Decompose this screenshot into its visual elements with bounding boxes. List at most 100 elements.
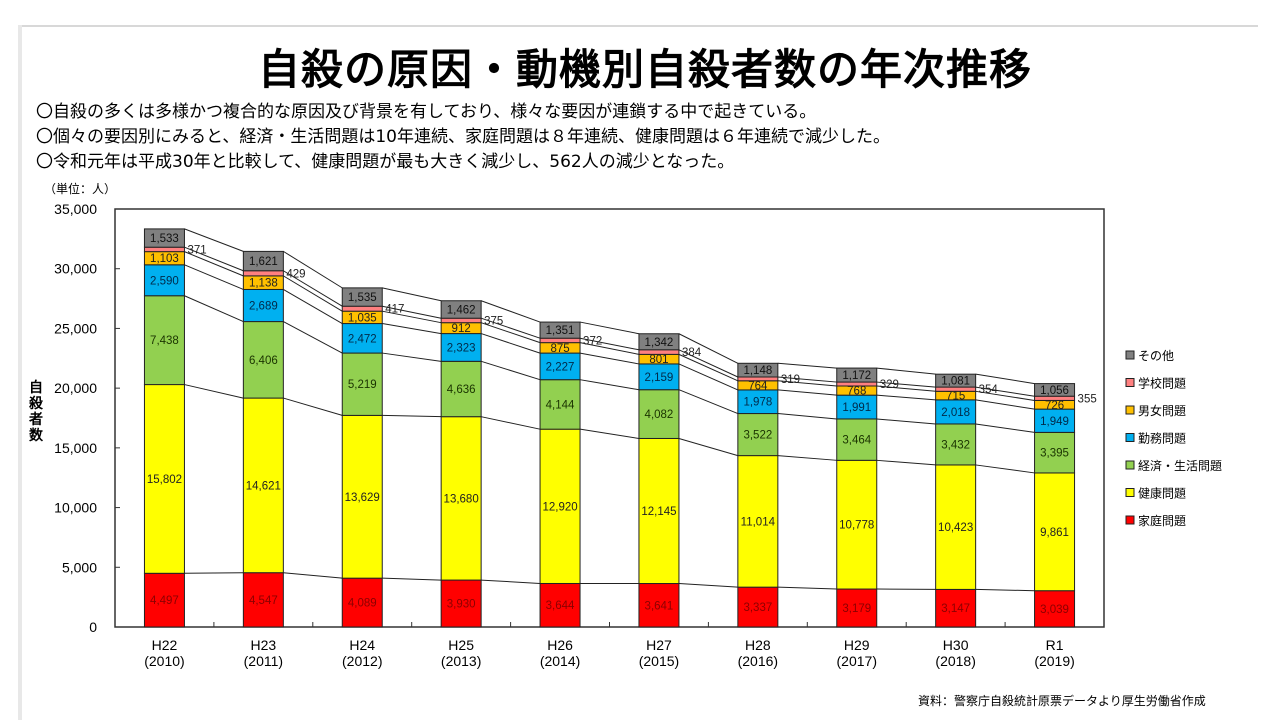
bar-segment xyxy=(935,373,977,388)
bar-value-label: 2,227 xyxy=(546,361,575,373)
legend-swatch xyxy=(1125,515,1135,525)
bar-segment xyxy=(341,414,383,579)
bullet-point: 〇個々の要因別にみると、経済・生活問題は10年連続、家庭問題は８年連続、健康問題… xyxy=(36,127,890,147)
bar-value-label: 726 xyxy=(1045,400,1064,412)
x-tick-label-year: (2015) xyxy=(639,653,679,669)
source-note: 資料：警察庁自殺統計原票データより厚生労働省作成 xyxy=(918,694,1206,708)
bar-value-label: 384 xyxy=(682,347,702,359)
bar-segment xyxy=(638,389,680,439)
bar-segment xyxy=(341,352,383,416)
series-connector-line xyxy=(184,572,244,574)
x-tick-label: H23 xyxy=(251,637,277,653)
series-connector-line xyxy=(184,264,244,290)
bar-segment xyxy=(836,367,878,383)
series-connector-line xyxy=(283,275,343,312)
series-connector-line xyxy=(579,379,640,391)
bar-segment xyxy=(440,333,482,362)
x-tick-label: H28 xyxy=(745,637,771,653)
bar-value-label: 1,103 xyxy=(150,253,179,265)
y-tick-label: 0 xyxy=(89,619,97,635)
bar-value-label: 4,082 xyxy=(645,409,674,421)
bar-value-label: 4,144 xyxy=(546,399,575,411)
bar-segment xyxy=(539,582,581,628)
x-tick-label-year: (2018) xyxy=(935,653,975,669)
legend-swatch xyxy=(1125,433,1135,442)
series-connector-line xyxy=(678,583,738,588)
bar-value-label: 355 xyxy=(1078,393,1097,405)
series-connector-line xyxy=(283,270,343,307)
bar-value-label: 9,861 xyxy=(1040,527,1069,539)
series-connector-line xyxy=(876,418,936,425)
bar-value-label: 12,145 xyxy=(641,506,676,518)
series-connector-line xyxy=(876,394,936,401)
bar-value-label: 319 xyxy=(781,374,800,386)
x-tick-label: H27 xyxy=(646,637,672,653)
bar-value-label: 1,949 xyxy=(1040,416,1069,428)
bar-value-label: 14,621 xyxy=(246,480,281,492)
bar-segment xyxy=(737,362,779,378)
bar-value-label: 3,522 xyxy=(743,430,772,442)
x-tick-label-year: (2014) xyxy=(540,653,580,669)
series-connector-line xyxy=(283,572,343,579)
bar-segment xyxy=(935,399,977,425)
bar-value-label: 12,920 xyxy=(542,501,577,513)
bar-value-label: 1,621 xyxy=(249,256,278,268)
legend-label: 勤務問題 xyxy=(1138,432,1186,446)
bar-segment xyxy=(242,321,284,399)
bar-segment xyxy=(935,464,977,590)
series-connector-line xyxy=(382,414,442,418)
series-connector-line xyxy=(579,428,640,439)
bar-value-label: 4,636 xyxy=(447,384,476,396)
bar-segment xyxy=(143,228,185,248)
series-connector-line xyxy=(678,363,739,391)
legend-label: 学校問題 xyxy=(1138,376,1186,391)
bar-value-label: 329 xyxy=(880,379,899,391)
series-connector-line xyxy=(678,389,739,415)
bar-value-label: 3,644 xyxy=(546,600,575,612)
series-connector-line xyxy=(481,360,541,381)
series-connector-line xyxy=(283,397,343,416)
bar-value-label: 1,148 xyxy=(743,365,772,377)
page-title: 自殺の原因・動機別自殺者数の年次推移 xyxy=(257,45,1032,94)
bar-value-label: 371 xyxy=(187,244,206,256)
bar-value-label: 11,014 xyxy=(741,516,776,528)
bar-value-label: 4,547 xyxy=(249,595,278,607)
series-connector-line xyxy=(283,250,343,289)
series-connector-line xyxy=(184,251,244,277)
bar-segment xyxy=(143,264,185,297)
bar-segment xyxy=(737,586,779,628)
bar-segment xyxy=(737,455,779,588)
y-axis-title-char: 数 xyxy=(29,427,44,444)
bar-value-label: 15,802 xyxy=(147,474,182,486)
bar-value-label: 13,629 xyxy=(345,492,380,504)
bar-value-label: 7,438 xyxy=(150,335,179,347)
bar-segment xyxy=(638,333,680,351)
bar-segment xyxy=(341,323,383,354)
bar-value-label: 375 xyxy=(484,315,503,327)
bar-value-label: 1,462 xyxy=(447,304,476,316)
bar-value-label: 2,018 xyxy=(941,407,970,419)
series-connector-line xyxy=(876,459,936,466)
bar-value-label: 10,423 xyxy=(938,522,973,534)
series-connector-line xyxy=(975,399,1035,410)
x-tick-label: H25 xyxy=(448,637,474,653)
unit-label: （単位：人） xyxy=(44,182,117,196)
summary-bullets: 〇自殺の多くは多様かつ複合的な原因及び背景を有しており、様々な要因が連鎖する中で… xyxy=(36,100,890,175)
series-connector-line xyxy=(777,586,837,590)
x-tick-label: H22 xyxy=(152,637,178,653)
bar-value-label: 1,342 xyxy=(645,337,674,349)
series-connector-line xyxy=(283,289,343,324)
bar-segment xyxy=(242,288,284,323)
bar-value-label: 5,219 xyxy=(348,379,377,391)
bar-value-label: 1,351 xyxy=(546,325,575,337)
series-connector-line xyxy=(777,362,837,369)
bar-value-label: 417 xyxy=(385,304,404,316)
bar-segment xyxy=(539,352,581,381)
bar-segment xyxy=(539,428,581,584)
y-tick-label: 10,000 xyxy=(54,500,97,516)
x-tick-label: H24 xyxy=(349,637,375,653)
series-connector-line xyxy=(480,300,541,323)
bar-value-label: 801 xyxy=(649,354,668,366)
series-connector-line xyxy=(481,579,541,584)
x-tick-label: H26 xyxy=(547,637,573,653)
